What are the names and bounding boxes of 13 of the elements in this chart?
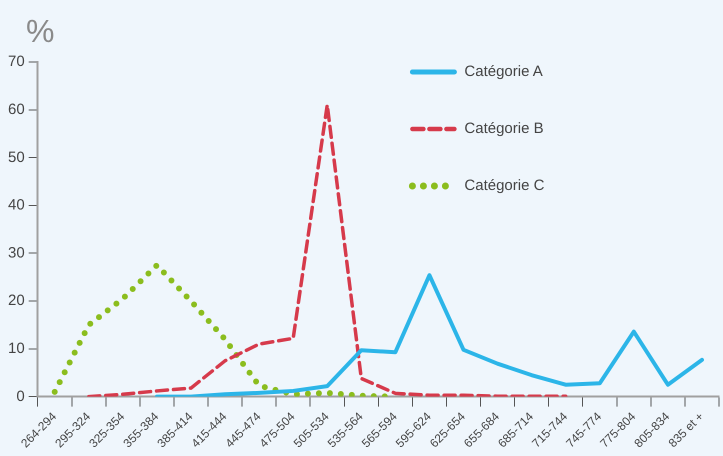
y-tick-label: 20 — [8, 292, 25, 310]
y-tick-label: 50 — [8, 148, 25, 166]
line-series — [87, 103, 568, 397]
y-tick-label: 10 — [8, 340, 25, 358]
y-tick-label: 30 — [8, 244, 25, 262]
legend-label: Catégorie C — [464, 177, 545, 194]
y-tick-label: 0 — [16, 388, 25, 405]
y-axis-title: % — [26, 13, 54, 49]
legend-label: Catégorie A — [464, 63, 543, 80]
legend-label: Catégorie B — [464, 120, 544, 138]
y-tick-label: 60 — [8, 100, 25, 118]
y-tick-label: 40 — [8, 196, 25, 214]
y-tick-label: 70 — [8, 53, 25, 70]
